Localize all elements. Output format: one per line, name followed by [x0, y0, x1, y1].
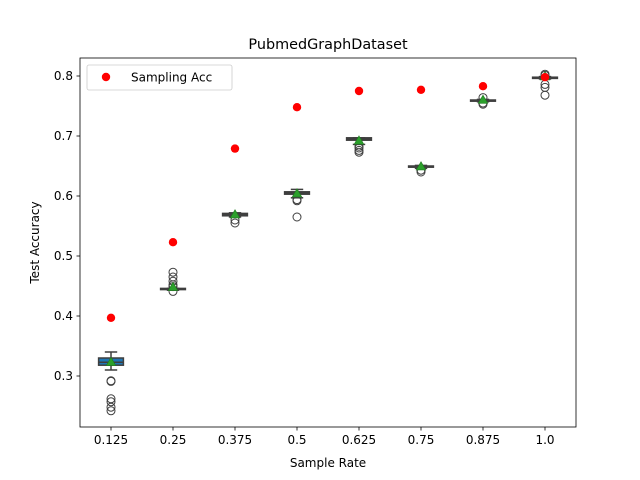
x-tick-label: 0.75: [408, 433, 435, 447]
y-tick-label: 0.3: [54, 369, 73, 383]
mean-marker: [229, 209, 241, 219]
legend-box: [86, 64, 233, 91]
legend-marker-sampling-acc: [101, 72, 111, 82]
outlier-point: [106, 402, 116, 412]
outlier-point: [106, 376, 116, 386]
sampling-acc-point: [540, 73, 550, 82]
x-tick-label: 0.375: [218, 433, 252, 447]
outlier-point: [106, 397, 116, 407]
outlier-point: [354, 147, 364, 157]
outlier-point: [292, 212, 302, 222]
outlier-point: [540, 90, 550, 100]
legend: Sampling Acc: [86, 64, 233, 91]
sampling-acc-point: [230, 144, 240, 153]
y-tick-label: 0.8: [54, 69, 73, 83]
box-group-0.5: [283, 188, 311, 222]
box-group-0.125: [97, 351, 125, 416]
mean-marker: [291, 188, 303, 198]
box-group-0.75: [407, 161, 435, 177]
x-tick-label: 0.875: [466, 433, 500, 447]
mean-marker: [105, 356, 117, 366]
plot-area: [97, 69, 559, 416]
sampling-acc-point: [106, 313, 116, 322]
legend-label-sampling-acc: Sampling Acc: [131, 71, 212, 85]
x-tick-label: 0.125: [94, 433, 128, 447]
x-tick-label: 0.25: [160, 433, 187, 447]
y-tick-label: 0.6: [54, 189, 73, 203]
x-axis: 0.125 0.25 0.375 0.5 0.625 0.75 0.875 1.0: [94, 427, 555, 447]
axes-frame: [79, 57, 577, 428]
box-group-0.25: [159, 267, 187, 296]
box-group-0.625: [345, 135, 373, 157]
sampling-acc-point: [478, 82, 488, 91]
mean-marker: [167, 281, 179, 291]
box-group-0.875: [469, 93, 497, 109]
x-tick-label: 0.625: [342, 433, 376, 447]
x-axis-label: Sample Rate: [290, 456, 366, 470]
x-tick-label: 0.5: [287, 433, 306, 447]
y-axis-label: Test Accuracy: [28, 201, 42, 284]
y-tick-label: 0.4: [54, 309, 73, 323]
sampling-acc-point: [416, 85, 426, 95]
outlier-point: [230, 218, 240, 228]
outlier-point: [168, 267, 178, 277]
y-tick-label: 0.5: [54, 249, 73, 263]
chart-title: PubmedGraphDataset: [248, 37, 408, 53]
sampling-acc-point: [168, 238, 178, 247]
outlier-point: [106, 406, 116, 416]
mean-marker: [477, 94, 489, 104]
mean-marker: [415, 161, 427, 171]
sampling-acc-point: [292, 103, 302, 112]
mean-marker: [353, 135, 365, 145]
y-tick-label: 0.7: [54, 129, 73, 143]
sampling-acc-point: [354, 86, 364, 96]
x-tick-label: 1.0: [535, 433, 554, 447]
box-group-0.375: [221, 209, 249, 228]
y-axis: 0.3 0.4 0.5 0.6 0.7 0.8: [54, 69, 80, 383]
